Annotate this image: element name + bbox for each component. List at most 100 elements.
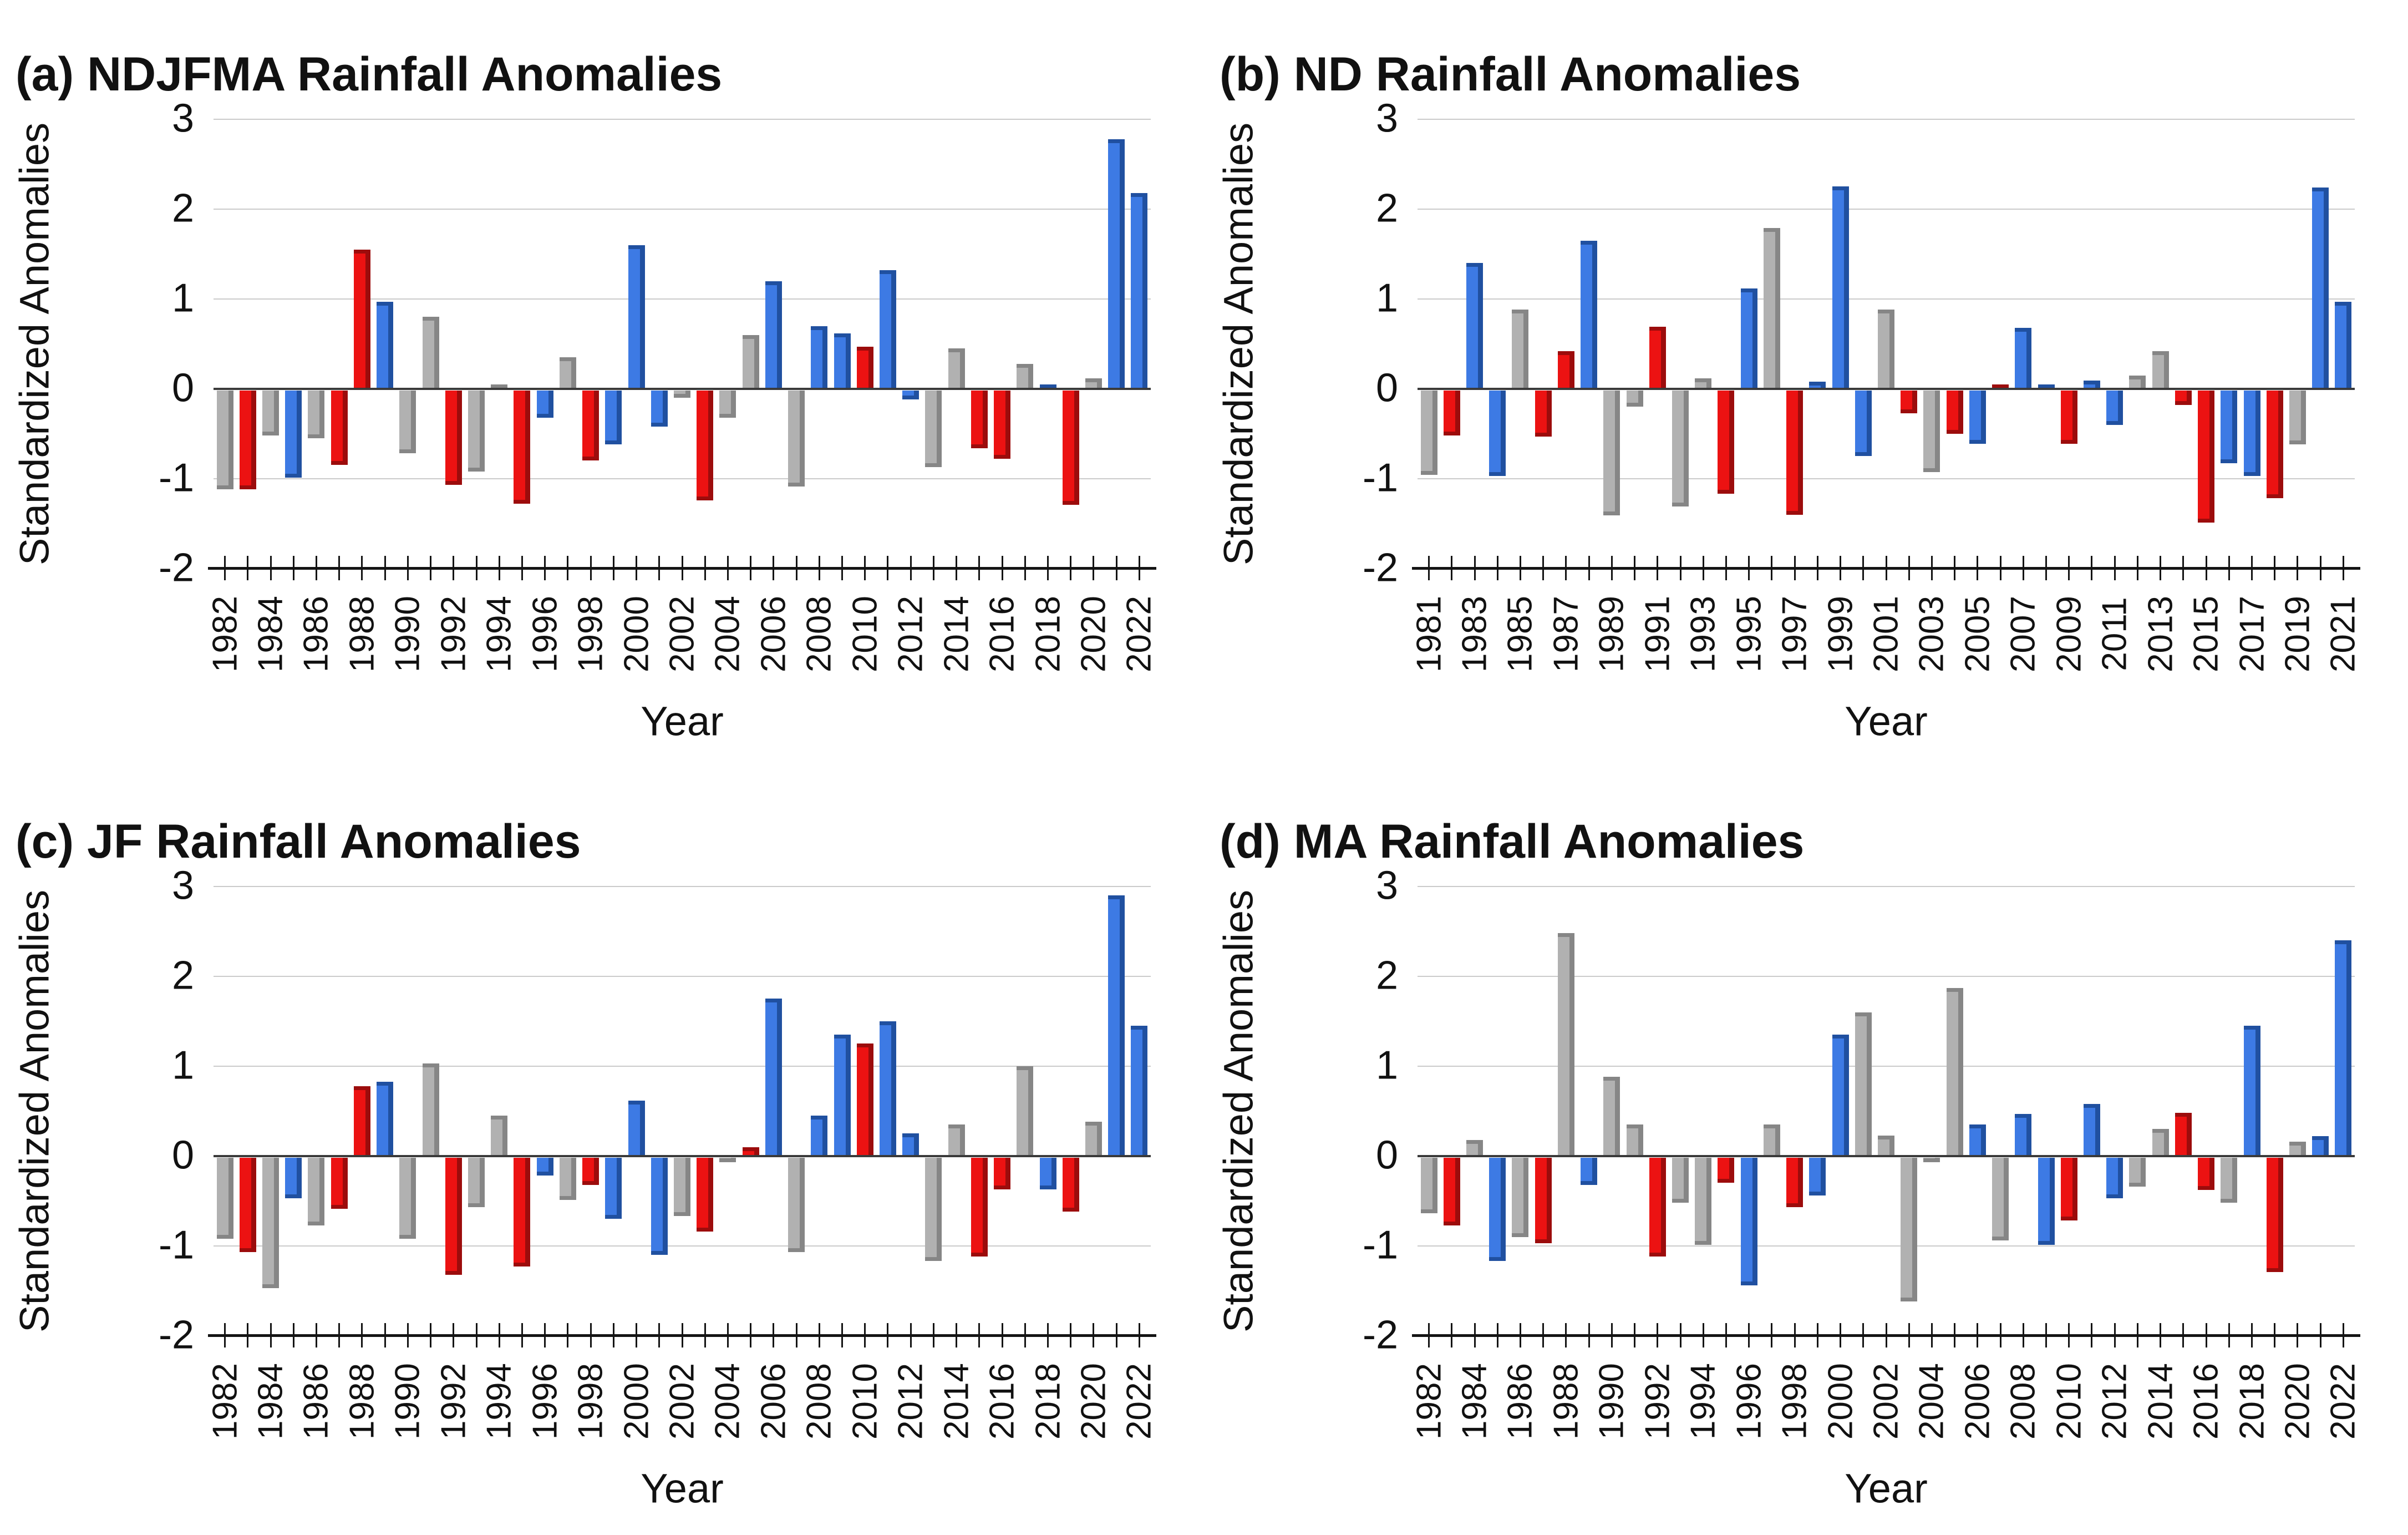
- x-tick: [819, 1323, 820, 1347]
- zero-line: [214, 1155, 1151, 1157]
- x-tick-label: 1991: [1638, 596, 1677, 672]
- x-tick: [293, 556, 294, 580]
- bar-2004: [1947, 391, 1963, 434]
- bar-2020: [2312, 188, 2329, 389]
- x-tick: [750, 556, 751, 580]
- gridline-y-3: [1418, 886, 2355, 887]
- x-tick: [453, 556, 454, 580]
- gridline-y-1: [214, 1066, 1151, 1067]
- y-tick-label: 3: [171, 863, 194, 908]
- x-tick: [544, 556, 546, 580]
- x-tick: [2023, 556, 2024, 580]
- x-tick: [270, 1323, 272, 1347]
- panel-d-x-axis-label: Year: [1845, 1465, 1928, 1512]
- x-tick: [2023, 1323, 2024, 1347]
- bar-2005: [743, 335, 759, 389]
- bar-1983: [1466, 263, 1483, 389]
- x-tick: [2320, 1323, 2321, 1347]
- y-tick-label: 1: [1375, 276, 1398, 321]
- bar-2008: [811, 1116, 827, 1156]
- panel-a-ndjfma: (a) NDJFMA Rainfall Anomalies Standardiz…: [0, 0, 1204, 767]
- x-tick: [1002, 1323, 1003, 1347]
- x-tick: [2091, 556, 2092, 580]
- bar-1996: [537, 391, 553, 418]
- x-tick: [590, 1323, 592, 1347]
- bar-2013: [2152, 351, 2169, 389]
- x-tick: [1611, 1323, 1613, 1347]
- x-tick: [2068, 1323, 2070, 1347]
- bar-2010: [857, 1043, 873, 1156]
- bar-1990: [1627, 391, 1643, 407]
- x-tick: [956, 1323, 957, 1347]
- y-tick-label: -1: [158, 1223, 194, 1268]
- x-tick: [2045, 556, 2047, 580]
- y-tick-label: 0: [1375, 1133, 1398, 1178]
- bar-1985: [1489, 1158, 1506, 1261]
- x-tick: [1474, 556, 1476, 580]
- bar-2007: [1992, 1158, 2009, 1240]
- bar-1991: [423, 1063, 439, 1156]
- x-tick: [910, 1323, 912, 1347]
- bar-2019: [1063, 391, 1079, 505]
- x-tick: [1024, 556, 1026, 580]
- zero-line: [1418, 388, 2355, 390]
- x-tick-label: 1990: [1592, 1363, 1631, 1440]
- x-tick: [1680, 556, 1681, 580]
- x-tick-label: 1995: [1730, 596, 1769, 672]
- x-tick-label: 1998: [1775, 1363, 1814, 1440]
- x-tick: [2297, 1323, 2298, 1347]
- x-tick-label: 2020: [1074, 1363, 1113, 1440]
- bar-1996: [1764, 228, 1780, 389]
- x-tick-label: 1990: [388, 596, 427, 672]
- x-tick: [978, 556, 980, 580]
- bar-2002: [674, 1158, 690, 1216]
- bar-2010: [2061, 1158, 2077, 1220]
- bar-2016: [994, 1158, 1010, 1189]
- x-tick: [2297, 556, 2298, 580]
- bar-2002: [1878, 1136, 1894, 1156]
- bar-1982: [1444, 391, 1460, 435]
- x-tick: [1070, 556, 1071, 580]
- bar-2020: [1085, 1122, 1102, 1156]
- bar-2022: [2335, 940, 2351, 1156]
- bar-2011: [880, 270, 896, 389]
- x-tick: [567, 1323, 568, 1347]
- bar-1989: [377, 302, 393, 389]
- bar-2021: [2312, 1136, 2329, 1156]
- zero-line: [1418, 1155, 2355, 1157]
- x-tick: [1588, 1323, 1590, 1347]
- x-tick-label: 2009: [2050, 596, 2089, 672]
- x-tick-label: 2014: [937, 1363, 976, 1440]
- bar-1983: [240, 391, 256, 489]
- x-tick: [1116, 556, 1117, 580]
- x-tick-label: 2006: [754, 596, 793, 672]
- x-tick: [658, 1323, 660, 1347]
- x-tick: [1703, 1323, 1704, 1347]
- x-tick: [864, 1323, 866, 1347]
- x-tick-label: 1983: [1455, 596, 1494, 672]
- bar-2017: [1017, 364, 1033, 389]
- x-tick-label: 2016: [2187, 1363, 2226, 1440]
- x-tick: [841, 1323, 843, 1347]
- x-tick-label: 2010: [846, 596, 885, 672]
- plot-area: [1412, 886, 2360, 1347]
- x-tick-label: 2004: [1912, 1363, 1951, 1440]
- gridline-y--1: [214, 478, 1151, 479]
- bar-1996: [537, 1158, 553, 1176]
- bar-2015: [2175, 1113, 2192, 1156]
- x-tick: [224, 1323, 226, 1347]
- bar-2013: [2129, 1158, 2146, 1187]
- x-tick-label: 1987: [1547, 596, 1586, 672]
- x-tick: [1565, 556, 1567, 580]
- bar-2009: [834, 1035, 851, 1156]
- bar-1999: [1809, 1158, 1826, 1195]
- gridline-y-2: [1418, 209, 2355, 210]
- x-tick-label: 2014: [2141, 1363, 2180, 1440]
- x-tick: [224, 556, 226, 580]
- bar-2005: [1969, 391, 1986, 444]
- x-tick: [1116, 1323, 1117, 1347]
- x-tick: [1725, 1323, 1727, 1347]
- x-tick-label: 2003: [1912, 596, 1951, 672]
- plot-area: [208, 119, 1156, 580]
- bar-1991: [1627, 1124, 1643, 1156]
